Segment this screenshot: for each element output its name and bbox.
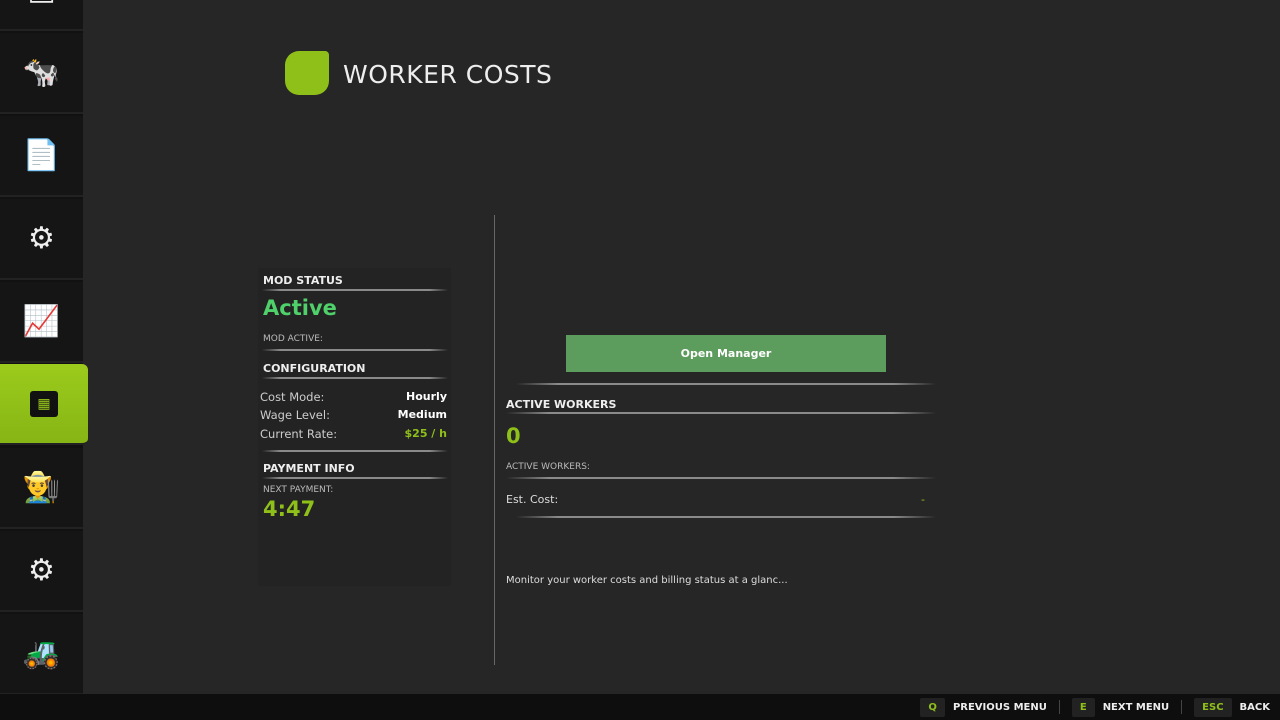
active-workers-heading: ACTIVE WORKERS — [506, 398, 617, 411]
configuration-heading: CONFIGURATION — [263, 362, 366, 375]
sidebar-item-vehicles[interactable]: 🚜 — [0, 614, 83, 695]
est-cost-label: Est. Cost: — [506, 493, 559, 506]
payment-info-heading: PAYMENT INFO — [263, 462, 355, 475]
sidebar: ▣ 🐄 📄 ⚙ 📈 ▦ 👨‍🌾 ⚙ 🚜 — [0, 0, 88, 695]
mod-status-value: Active — [263, 296, 337, 320]
est-cost-value: - — [921, 493, 925, 506]
settings-icon: ⚙ — [28, 553, 55, 588]
excavator-icon: 🚜 — [22, 636, 61, 671]
info-panel — [258, 268, 451, 586]
mod-active-label: MOD ACTIVE: — [263, 334, 323, 344]
next-menu-button[interactable]: NEXT MENU — [1102, 701, 1170, 713]
next-menu-key[interactable]: E — [1071, 697, 1095, 717]
wage-level-row: Wage Level: Medium — [260, 408, 447, 422]
current-rate-row: Current Rate: $25 / h — [260, 427, 447, 441]
mod-status-heading: MOD STATUS — [263, 274, 343, 287]
cost-mode-row: Cost Mode: Hourly — [260, 390, 447, 404]
previous-menu-button[interactable]: PREVIOUS MENU — [952, 701, 1047, 713]
active-workers-label: ACTIVE WORKERS: — [506, 462, 590, 472]
sidebar-item-contracts[interactable]: 📄 — [0, 116, 83, 197]
back-button[interactable]: BACK — [1239, 701, 1270, 713]
production-icon: ⚙ — [28, 221, 55, 256]
footer-separator — [1058, 700, 1060, 714]
sidebar-item-workers[interactable]: 👨‍🌾 — [0, 448, 83, 529]
map-icon: ▦ — [30, 390, 58, 417]
page-title: WORKER COSTS — [343, 60, 553, 89]
page-logo-icon — [285, 51, 329, 95]
sidebar-item-animals[interactable]: 🐄 — [0, 33, 83, 114]
footer-separator — [1181, 700, 1183, 714]
sidebar-item-production[interactable]: ⚙ — [0, 199, 83, 280]
back-key[interactable]: ESC — [1194, 697, 1232, 717]
statistics-icon: 📈 — [22, 304, 61, 339]
active-workers-count: 0 — [506, 424, 521, 448]
farm-icon: ▣ — [27, 0, 55, 7]
sidebar-item-farm[interactable]: ▣ — [0, 0, 83, 31]
sidebar-item-map[interactable]: ▦ — [0, 364, 88, 445]
sidebar-item-statistics[interactable]: 📈 — [0, 282, 83, 363]
next-payment-value: 4:47 — [263, 497, 316, 521]
open-manager-button[interactable]: Open Manager — [566, 335, 886, 372]
description-text: Monitor your worker costs and billing st… — [506, 575, 788, 586]
next-payment-label: NEXT PAYMENT: — [263, 485, 334, 495]
previous-menu-key[interactable]: Q — [920, 697, 945, 717]
footer-bar: Q PREVIOUS MENU E NEXT MENU ESC BACK — [0, 694, 1280, 720]
contracts-icon: 📄 — [22, 138, 61, 173]
sidebar-item-settings[interactable]: ⚙ — [0, 531, 83, 612]
cow-icon: 🐄 — [22, 55, 61, 90]
farmer-icon: 👨‍🌾 — [22, 470, 61, 505]
divider — [494, 215, 495, 665]
